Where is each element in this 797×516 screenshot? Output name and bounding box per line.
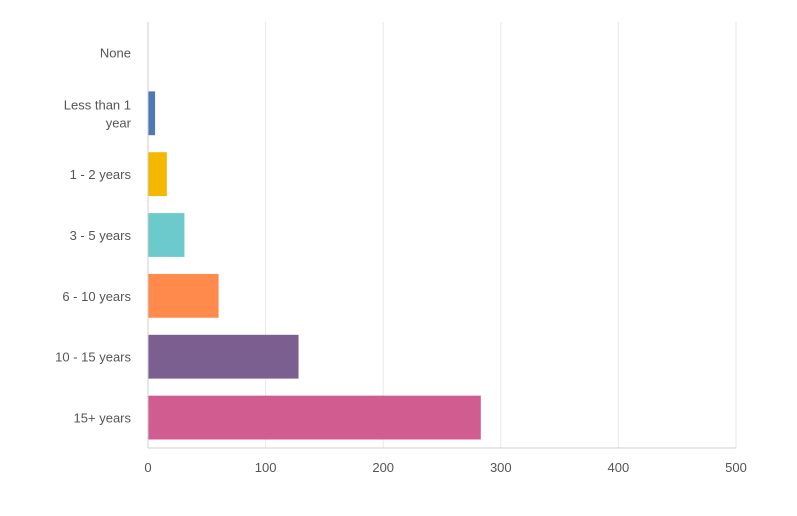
bar-4: [148, 273, 219, 318]
x-tick-labels: 0 100 200 300 400 500: [144, 460, 746, 475]
x-tick-label-500: 500: [725, 460, 747, 475]
x-tick-label-300: 300: [490, 460, 512, 475]
bar-2: [148, 152, 167, 197]
category-label-4: 6 - 10 years: [62, 289, 131, 304]
category-label-0: None: [100, 45, 131, 60]
category-label-3: 3 - 5 years: [70, 228, 132, 243]
category-label-1-line-0: Less than 1: [64, 97, 131, 112]
x-tick-label-100: 100: [255, 460, 277, 475]
category-labels: None Less than 1 year 1 - 2 years 3 - 5 year…: [55, 45, 132, 425]
x-tick-label-400: 400: [608, 460, 630, 475]
bar-6: [148, 395, 481, 440]
grid-lines: [265, 22, 737, 448]
bar-3: [148, 213, 185, 257]
x-tick-label-0: 0: [144, 460, 151, 475]
bar-5: [148, 334, 299, 379]
category-label-5: 10 - 15 years: [55, 350, 131, 365]
axes: [147, 22, 736, 449]
category-label-1-line-1: year: [106, 115, 132, 130]
bars: [148, 91, 481, 440]
bar-1: [148, 91, 156, 136]
category-label-6: 15+ years: [74, 411, 132, 426]
category-label-2: 1 - 2 years: [70, 167, 132, 182]
x-tick-label-200: 200: [372, 460, 394, 475]
